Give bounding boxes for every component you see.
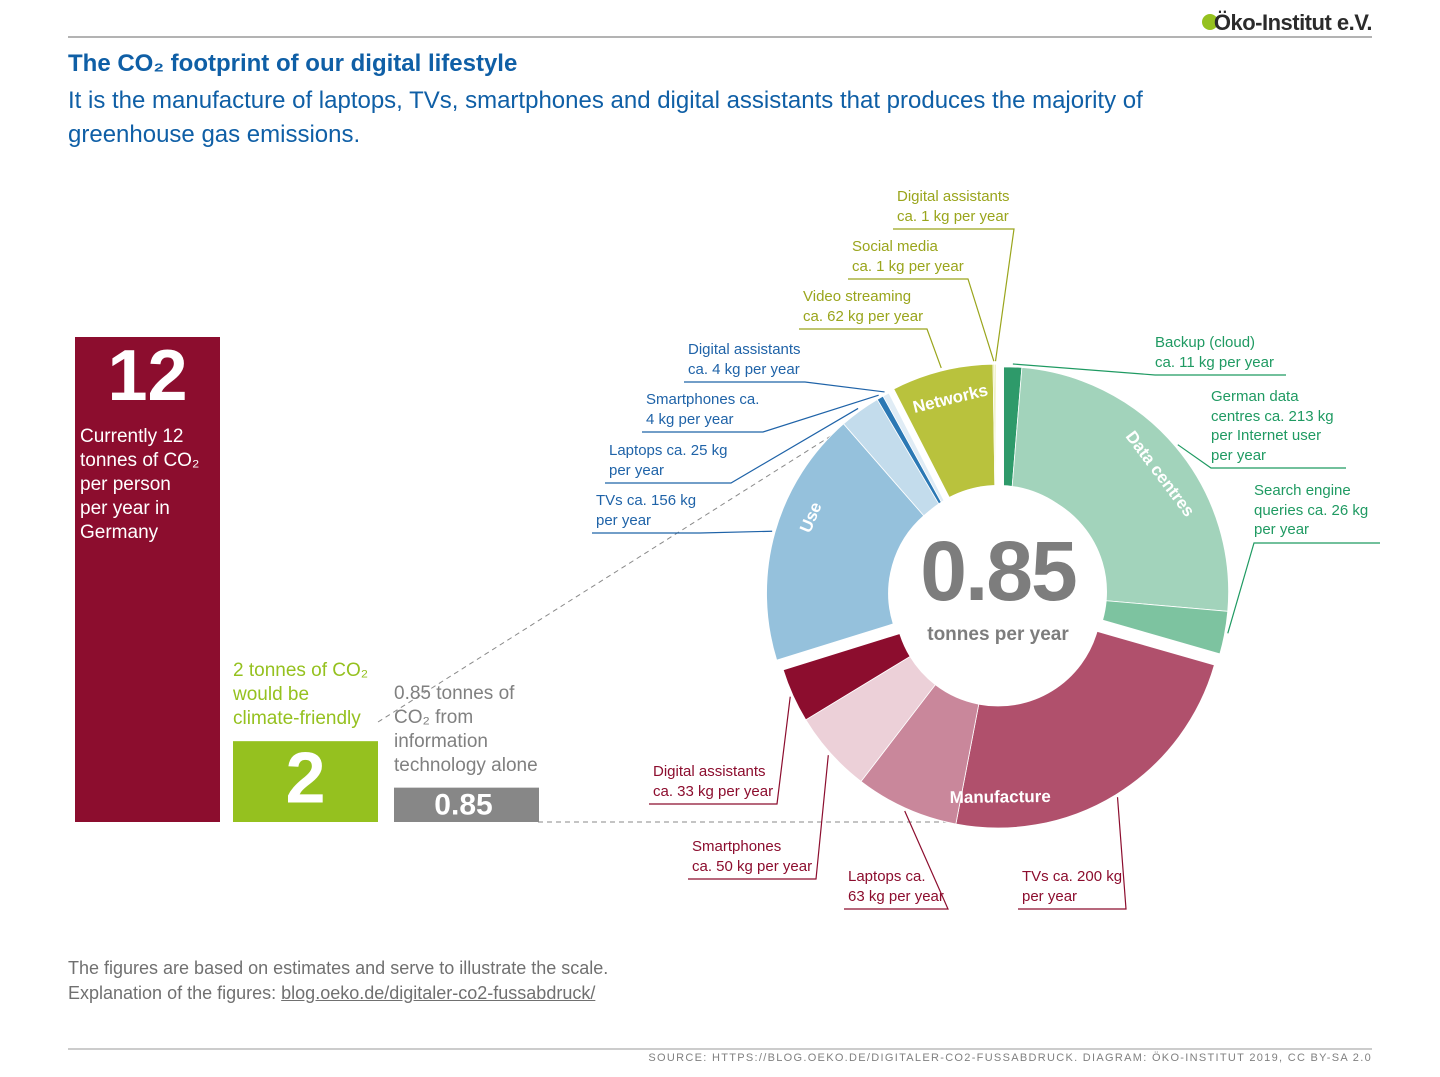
segment-label: Smartphones ca. 4 kg per year bbox=[646, 391, 760, 428]
leader-line bbox=[844, 810, 949, 910]
link[interactable]: blog.oeko.de/digitaler-co2-fussabdruck/ bbox=[281, 983, 596, 1003]
segment-label: Laptops ca. 63 kg per year bbox=[848, 868, 944, 905]
footer-explanation: Explanation of the figures: blog.oeko.de… bbox=[68, 983, 595, 1004]
segment-label: Digital assistants ca. 33 kg per year bbox=[653, 763, 774, 800]
segment-label: TVs ca. 200 kg per year bbox=[1022, 868, 1123, 905]
leader-line bbox=[1018, 797, 1127, 910]
source: SOURCE: HTTPS://BLOG.OEKO.DE/DIGITALER-C… bbox=[648, 1052, 1372, 1064]
leader-line bbox=[684, 381, 885, 393]
logo-mark bbox=[1202, 14, 1218, 30]
leader-line bbox=[848, 278, 995, 362]
segment-label: Digital assistants ca. 4 kg per year bbox=[688, 341, 801, 378]
donut-segment bbox=[782, 633, 911, 721]
bar-value: 2 bbox=[285, 739, 325, 819]
explanation: Explanation of the figures: bbox=[68, 983, 277, 1003]
segment-label: Backup (cloud) ca. 11 kg per year bbox=[1155, 334, 1274, 371]
bar bbox=[394, 787, 539, 822]
bar-label: 0.85 tonnes of CO₂ from information tech… bbox=[394, 682, 538, 776]
donut-segment bbox=[955, 630, 1215, 829]
footer-note: The figures are based on estimates and s… bbox=[68, 958, 609, 978]
segment-label: TVs ca. 156 kg per year bbox=[596, 492, 697, 529]
leader-line bbox=[605, 407, 859, 484]
donut-segment bbox=[1102, 600, 1229, 655]
segment-label: Search engine queries ca. 26 kg per year bbox=[1254, 482, 1369, 538]
leader-line bbox=[799, 328, 942, 369]
segment-label: German data centres ca. 213 kg per Inter… bbox=[1211, 388, 1334, 464]
leader-line bbox=[649, 696, 791, 805]
bar bbox=[75, 337, 220, 822]
donut-hole bbox=[893, 485, 1103, 695]
donut-segment bbox=[1011, 367, 1229, 612]
segment-label: Smartphones ca. 50 kg per year bbox=[692, 838, 813, 875]
subtitle: It is the manufacture of laptops, TVs, s… bbox=[68, 87, 1143, 148]
logo: Öko-Institut e.V. bbox=[1213, 10, 1373, 35]
donut-segment bbox=[766, 423, 925, 661]
leader-line bbox=[1177, 444, 1346, 469]
leader-line bbox=[893, 228, 1015, 362]
bar-label: 2 tonnes of CO₂ would be climate-friendl… bbox=[233, 660, 369, 730]
bar-value: 12 bbox=[107, 336, 187, 416]
segment-label: Laptops ca. 25 kg per year bbox=[609, 442, 728, 479]
segment-label: Social media ca. 1 kg per year bbox=[852, 238, 964, 275]
bar bbox=[233, 741, 378, 822]
center-label: tonnes per year bbox=[927, 624, 1069, 645]
center-value: 0.85 bbox=[920, 524, 1076, 618]
bar-label: Currently 12 tonnes of CO₂ per person pe… bbox=[80, 426, 200, 543]
title: The CO₂ footprint of our digital lifesty… bbox=[68, 50, 518, 77]
leader-line bbox=[1227, 542, 1380, 634]
bar-value: 0.85 bbox=[434, 789, 492, 822]
leader-line bbox=[592, 530, 773, 534]
leader-line bbox=[642, 394, 879, 433]
leader-line bbox=[688, 755, 829, 880]
segment-label: Digital assistants ca. 1 kg per year bbox=[897, 188, 1010, 225]
group-label: Manufacture bbox=[950, 787, 1051, 807]
leader-line bbox=[1012, 363, 1286, 376]
segment-label: Video streaming ca. 62 kg per year bbox=[803, 288, 924, 325]
